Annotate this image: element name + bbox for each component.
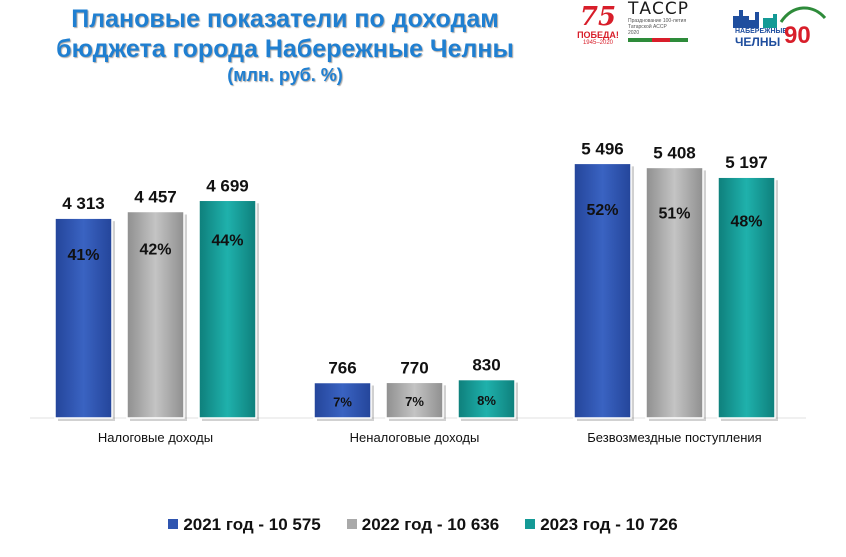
bar-3-2 — [457, 378, 516, 419]
chelny-number: 90 — [784, 22, 811, 49]
tassr-logo: ТАССР Празднование 100-летия Татарской А… — [628, 0, 708, 42]
value-label: 4 699 — [206, 176, 249, 195]
value-label: 766 — [328, 359, 356, 378]
share-label: 7% — [333, 394, 352, 409]
title-line-2: бюджета города Набережные Челны — [56, 35, 514, 63]
category-label: Налоговые доходы — [98, 430, 213, 445]
legend-item: 2021 год - 10 575 — [168, 515, 321, 535]
share-label: 48% — [730, 214, 762, 231]
value-label: 5 408 — [653, 143, 696, 162]
share-label: 52% — [586, 202, 618, 219]
bar-1-1 — [54, 217, 113, 419]
legend-label: 2021 год - 10 575 — [183, 515, 321, 534]
chart-title: Плановые показатели по доходам бюджета г… — [20, 4, 550, 86]
bar-3-3 — [717, 176, 776, 419]
value-label: 5 197 — [725, 153, 768, 172]
legend-label: 2022 год - 10 636 — [361, 515, 500, 534]
category-label: Безвозмездные поступления — [587, 430, 761, 445]
share-label: 7% — [405, 394, 424, 409]
value-label: 770 — [400, 358, 428, 377]
value-label: 5 496 — [581, 139, 624, 158]
bar-2-3 — [645, 166, 704, 419]
pobeda-number: 75 — [579, 2, 617, 32]
tassr-text: Празднование 100-летия Татарской АССР — [628, 18, 687, 30]
tassr-word: ТАССР — [628, 0, 690, 19]
chart-legend: 2021 год - 10 575 2022 год - 10 636 2023 г… — [0, 515, 846, 535]
legend-item: 2023 год - 10 726 — [525, 515, 678, 535]
bar-1-3 — [573, 162, 632, 419]
share-label: 51% — [658, 206, 690, 223]
legend-swatch-icon — [346, 519, 357, 529]
pobeda-word: ПОБЕДА! — [577, 30, 619, 40]
legend-item: 2022 год - 10 636 — [346, 515, 500, 535]
tassr-stripe-icon — [628, 38, 688, 42]
logos-area: 75 ПОБЕДА! 1945–2020 ТАССР Празднование … — [546, 0, 846, 56]
bar-1-2 — [313, 381, 372, 419]
value-label: 4 457 — [134, 187, 177, 206]
chelny-line1: НАБЕРЕЖНЫЕ — [735, 28, 788, 35]
share-label: 8% — [477, 393, 496, 408]
tassr-year: 2020 — [628, 30, 640, 36]
chart-subtitle: (млн. руб. %) — [227, 65, 343, 85]
chelny-90-logo: НАБЕРЕЖНЫЕ ЧЕЛНЫ 90 — [729, 2, 829, 52]
value-label: 4 313 — [62, 194, 105, 213]
city-skyline-icon — [733, 6, 827, 28]
pobeda-75-logo: 75 ПОБЕДА! 1945–2020 — [573, 4, 623, 47]
pobeda-years: 1945–2020 — [582, 40, 614, 46]
value-label: 830 — [472, 356, 500, 375]
share-label: 42% — [139, 242, 171, 259]
legend-swatch-icon — [168, 519, 179, 529]
bar-2-1 — [126, 210, 185, 419]
bar-3-1 — [198, 199, 257, 419]
legend-swatch-icon — [525, 519, 536, 529]
bar-chart: 4 313 41% 4 457 42% 4 699 44% Налоговые доходы… — [30, 139, 806, 445]
share-label: 44% — [211, 232, 243, 249]
chelny-line2: ЧЕЛНЫ — [735, 35, 781, 49]
share-label: 41% — [67, 247, 99, 264]
bar-2-2 — [385, 381, 444, 419]
category-label: Неналоговые доходы — [350, 430, 480, 445]
legend-label: 2023 год - 10 726 — [540, 515, 678, 534]
title-line-1: Плановые показатели по доходам — [71, 5, 499, 33]
